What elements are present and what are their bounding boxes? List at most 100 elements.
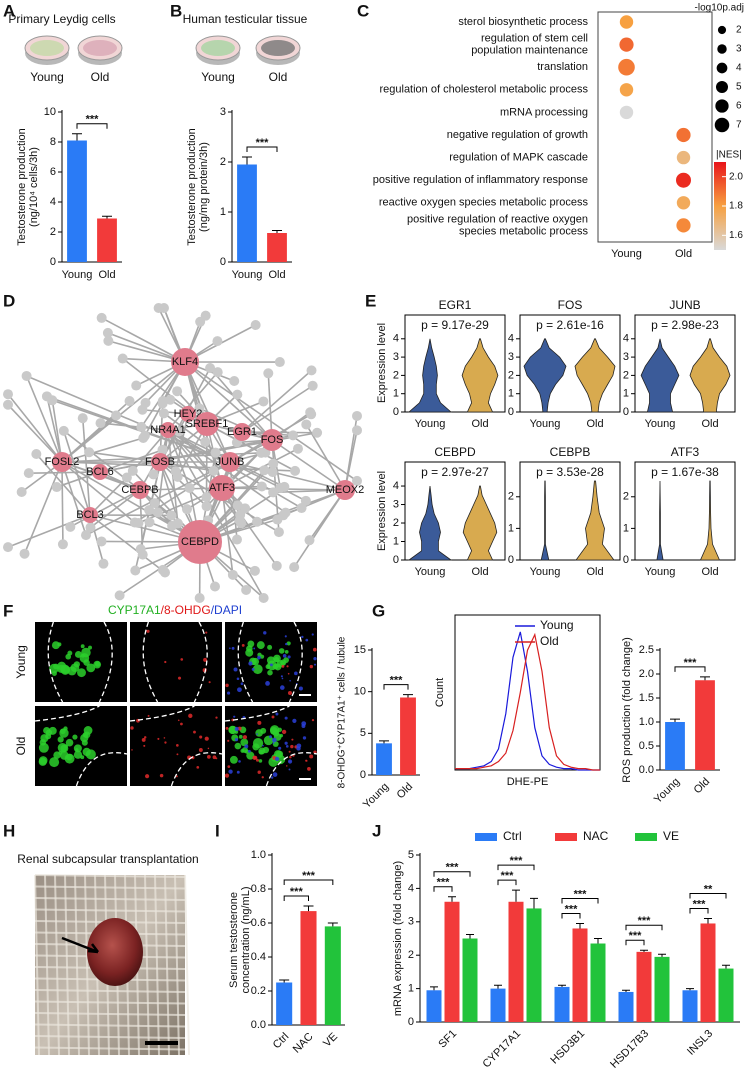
panel-label: B [170,1,182,20]
x-tick-label: Old [701,418,718,430]
y-tick-label: 1.0 [251,849,266,861]
y-tick-label: 2 [393,369,399,381]
cell [306,760,308,762]
cell [94,661,101,667]
cell [38,742,49,753]
x-tick-label: Old [268,269,285,281]
hub-node [171,348,199,376]
edge [132,429,169,472]
error-bar [576,922,584,929]
term-label: regulation of stem cell [481,33,588,45]
significance-label: *** [501,870,515,882]
size-legend-label: 5 [736,82,742,93]
cell [75,748,79,752]
hub-node [233,423,251,441]
cell [251,667,255,671]
node-label: HEY2 [174,408,203,420]
cell [207,755,211,759]
bar [526,908,542,1022]
node-label: FOS [261,434,284,446]
edge [267,373,273,441]
hub-node [335,480,355,500]
plot-frame [634,461,736,561]
leaf-node [267,467,278,478]
cell [302,736,307,740]
x-tick-label: Old [692,776,713,797]
bar [276,982,293,1025]
cell [57,642,62,647]
cell [256,641,265,650]
x-tick-label: Old [675,248,692,260]
plot-frame [454,614,601,771]
x-tick-label: INSL3 [685,1028,715,1058]
error-bar [512,889,520,902]
cell [175,775,178,778]
leaf-node [80,530,91,541]
bar [267,233,287,262]
panel-title: Human testicular tissue [183,12,308,26]
legend-swatch [555,833,577,841]
significance-bracket [76,123,108,129]
cell [65,738,74,747]
edge [101,317,186,363]
cell [205,631,208,634]
leaf-node [65,521,76,532]
leaf-node [307,380,318,391]
panel-label: I [215,821,220,840]
leaf-node [51,482,62,493]
edge [61,437,144,463]
edge [167,429,191,489]
mesh [34,1035,186,1039]
mesh [34,874,186,878]
size-legend-dot [717,25,727,35]
cell [257,655,261,660]
graft [87,918,143,986]
color-legend-title: |NES| [716,150,742,161]
bar [508,901,524,1022]
x-tick-label: Old [701,566,718,578]
cell [258,759,263,763]
edge [89,476,128,516]
cell [59,728,66,735]
cell [275,712,279,716]
x-tick-label: Young [530,566,561,578]
subplot-title: ATF3 [671,445,700,459]
panel-label: F [3,601,13,620]
leaf-node [300,495,311,506]
edge [271,439,346,491]
hub-node [160,422,176,438]
mesh [34,908,186,913]
significance-bracket [283,879,334,885]
x-tick-label: Old [98,269,115,281]
x-tick-label: Old [586,566,603,578]
significance-bracket [561,912,581,919]
x-tick-label: Young [645,566,676,578]
edge [7,404,63,463]
violin [689,338,731,413]
term-label: species metabolic process [459,225,589,237]
significance-bracket [561,897,599,904]
leaf-node [96,312,107,323]
mesh [34,1023,186,1028]
cell [212,755,217,760]
error-bar [670,718,680,722]
size-legend-dot [715,99,729,113]
cell [131,749,133,751]
micrograph-content [225,631,317,695]
node-label: JUNB [216,456,245,468]
leaf-node [241,584,252,595]
dot [619,15,634,29]
term-label: positive regulation of reactive oxygen [407,213,588,225]
cell [60,744,69,753]
cell [238,734,243,739]
y-axis-label: Testosterone production [186,128,198,245]
violin [523,338,567,413]
error-bar [558,984,566,987]
cell [269,663,273,667]
size-legend-label: 4 [736,63,742,74]
cell [289,755,292,759]
x-tick-label: HSD17B3 [608,1028,651,1071]
leaf-node [268,487,279,498]
panel-label: H [3,821,15,840]
cell [234,737,239,742]
